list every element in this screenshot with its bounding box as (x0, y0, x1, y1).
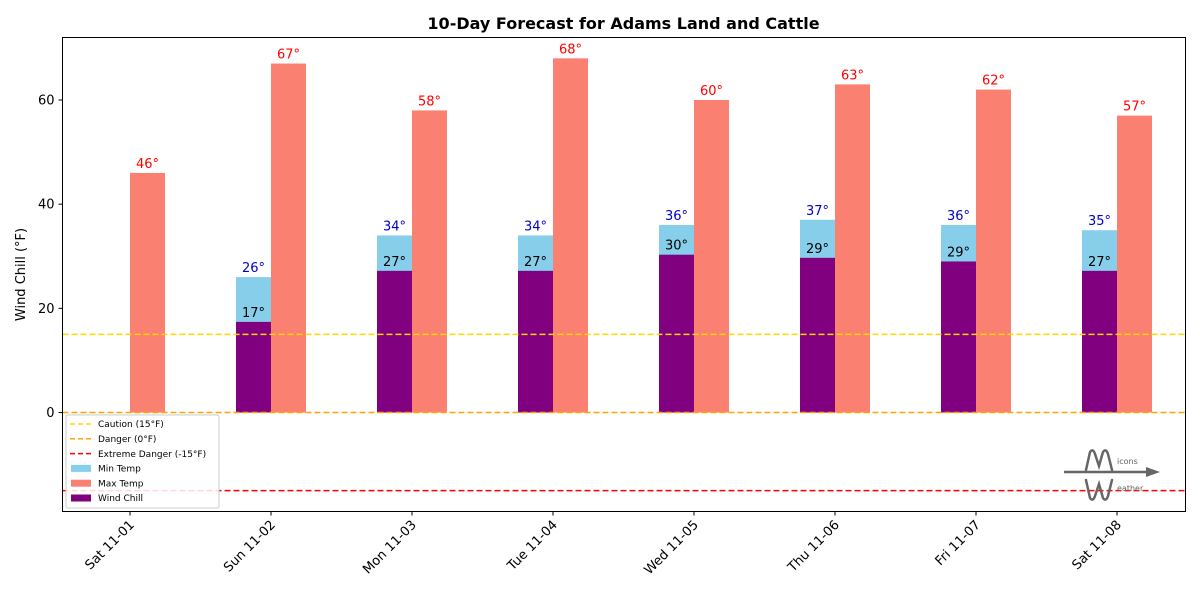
y-tick-label: 0 (46, 406, 54, 421)
wind-chill-label: 17° (242, 306, 265, 321)
plot-frame (62, 37, 1186, 512)
max-temp-bar (835, 84, 870, 413)
max-temp-label: 67° (277, 48, 300, 63)
max-temp-label: 60° (700, 84, 723, 99)
wind-chill-bar (941, 261, 976, 413)
logo-text-bottom: eather (1117, 484, 1144, 493)
wind-chill-bar (800, 257, 835, 413)
legend-label: Wind Chill (98, 494, 143, 504)
max-temp-label: 46° (136, 157, 159, 172)
legend-color-swatch (71, 494, 91, 502)
legend-label: Danger (0°F) (98, 435, 156, 445)
min-temp-label: 35° (1088, 214, 1111, 229)
max-temp-bar (412, 110, 447, 413)
legend-color-swatch (71, 464, 91, 472)
y-axis-label: Wind Chill (°F) (14, 228, 29, 321)
min-temp-label: 36° (947, 209, 970, 224)
micons-weather-logo: icons eather (1064, 449, 1160, 501)
legend-label: Caution (15°F) (98, 420, 164, 430)
legend-box (65, 414, 220, 509)
legend-label: Min Temp (98, 465, 141, 475)
legend-color-swatch (71, 479, 91, 487)
max-temp-label: 68° (559, 42, 582, 57)
wind-chill-label: 29° (806, 242, 829, 257)
max-temp-bar (271, 63, 306, 413)
wind-chill-label: 30° (665, 239, 688, 254)
logo-w-stroke (1084, 478, 1114, 501)
max-temp-bar (694, 100, 729, 413)
max-temp-bar (1117, 115, 1152, 413)
max-temp-label: 63° (841, 68, 864, 83)
wind-chill-bar (377, 270, 412, 413)
min-temp-label: 26° (242, 261, 265, 276)
wind-chill-bar (659, 254, 694, 413)
logo-arrow-head (1146, 467, 1160, 477)
max-temp-label: 62° (982, 74, 1005, 89)
wind-chill-bar (518, 270, 553, 413)
wind-chill-bar (236, 321, 271, 413)
wind-chill-label: 27° (524, 255, 547, 270)
max-temp-bar (130, 172, 165, 413)
chart-title: 10-Day Forecast for Adams Land and Cattl… (427, 14, 819, 33)
y-tick-label: 60 (38, 94, 55, 109)
min-temp-label: 34° (524, 219, 547, 234)
wind-chill-label: 29° (947, 245, 970, 260)
wind-chill-label: 27° (383, 255, 406, 270)
legend-label: Extreme Danger (-15°F) (98, 450, 206, 460)
y-tick-label: 20 (38, 302, 55, 317)
min-temp-label: 37° (806, 204, 829, 219)
max-temp-label: 58° (418, 94, 441, 109)
max-temp-label: 57° (1123, 100, 1146, 115)
y-tick-label: 40 (38, 198, 55, 213)
max-temp-bar (553, 58, 588, 413)
wind-chill-label: 27° (1088, 255, 1111, 270)
min-temp-label: 36° (665, 209, 688, 224)
logo-text-top: icons (1117, 457, 1138, 466)
wind-chill-bar (1082, 270, 1117, 413)
min-temp-label: 34° (383, 219, 406, 234)
max-temp-bar (976, 89, 1011, 413)
legend-label: Max Temp (98, 479, 144, 489)
legend: Caution (15°F) Danger (0°F) Extreme Danger… (65, 414, 220, 509)
logo-m-stroke (1084, 449, 1114, 472)
plot-area: 46° 26° 67° 17° 34° 58° 27° 34° 68° 27° 36° 60° 30° 3… (62, 42, 1186, 492)
